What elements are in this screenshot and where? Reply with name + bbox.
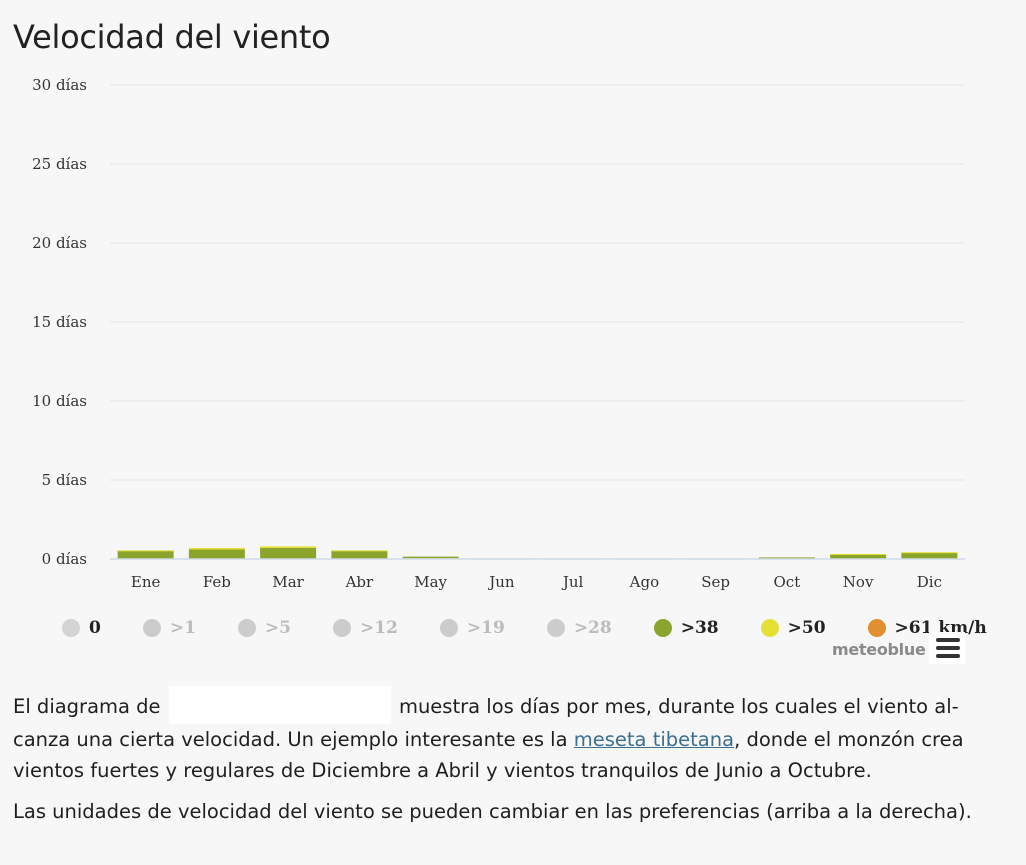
tibetan-plateau-link[interactable]: meseta tibetana bbox=[573, 728, 735, 751]
y-tick-label: 15 días bbox=[32, 313, 87, 331]
y-tick-label: 0 días bbox=[42, 550, 87, 568]
legend-dot-icon bbox=[760, 619, 779, 637]
legend-item[interactable]: 0 bbox=[62, 618, 101, 638]
meteoblue-credit: meteoblue bbox=[832, 640, 926, 659]
x-tick-label: Jun bbox=[487, 573, 515, 591]
legend-label: >5 bbox=[264, 618, 291, 638]
x-axis-labels: Ene Feb Mar Abr May Jun Jul Ago Sep Oct Nov Dic bbox=[131, 573, 942, 591]
x-tick-label: May bbox=[414, 573, 447, 591]
bar-may[interactable] bbox=[402, 556, 459, 559]
y-tick-label: 20 días bbox=[32, 234, 87, 252]
legend-label: >19 bbox=[466, 618, 505, 638]
legend-dot-icon bbox=[142, 619, 161, 637]
bar-feb[interactable] bbox=[188, 547, 245, 550]
legend-item[interactable]: >12 bbox=[333, 618, 398, 638]
x-tick-label: Ene bbox=[131, 573, 161, 591]
bar-mar[interactable] bbox=[260, 547, 317, 559]
legend-label: >28 bbox=[573, 618, 612, 638]
legend-item[interactable]: >50 bbox=[760, 618, 826, 638]
legend-label: >38 bbox=[680, 618, 719, 638]
legend-dot-icon bbox=[439, 619, 458, 637]
legend-label: >50 bbox=[787, 618, 826, 638]
legend-label: 0 bbox=[89, 618, 101, 638]
legend-label: >12 bbox=[360, 618, 398, 638]
x-tick-label: Oct bbox=[774, 573, 801, 591]
units-note-paragraph: Las unidades de velocidad del viento se … bbox=[13, 800, 972, 823]
bar-nov[interactable] bbox=[830, 553, 887, 555]
legend-dot-icon bbox=[62, 619, 80, 637]
legend-item[interactable]: >28 bbox=[546, 618, 612, 638]
x-tick-label: Ago bbox=[629, 573, 659, 591]
legend-item[interactable]: >19 bbox=[439, 618, 505, 638]
legend-dot-icon bbox=[333, 619, 351, 637]
x-tick-label: Nov bbox=[843, 573, 874, 591]
legend-dot-icon bbox=[867, 619, 886, 637]
wind-speed-chart: 0 días 5 días 10 días 15 días 20 días 25 días… bbox=[32, 76, 965, 591]
x-tick-label: Jul bbox=[561, 573, 584, 591]
x-tick-label: Sep bbox=[701, 573, 730, 591]
description-start: El diagrama de bbox=[13, 695, 161, 718]
y-tick-label: 30 días bbox=[32, 76, 87, 94]
bar-abr[interactable] bbox=[331, 550, 388, 552]
bar-mar[interactable] bbox=[260, 546, 317, 548]
y-tick-label: 5 días bbox=[42, 471, 87, 489]
legend-item[interactable]: >5 bbox=[237, 618, 291, 638]
x-tick-label: Dic bbox=[917, 573, 942, 591]
redacted-location bbox=[168, 686, 391, 724]
x-tick-label: Feb bbox=[203, 573, 231, 591]
description-middle: muestra los días por mes, durante los cu… bbox=[13, 695, 959, 751]
legend-item[interactable]: >61 km/h bbox=[867, 618, 987, 638]
y-tick-label: 25 días bbox=[32, 155, 87, 173]
grid-lines bbox=[110, 84, 965, 481]
bar-dic[interactable] bbox=[901, 552, 958, 554]
y-axis-labels: 0 días 5 días 10 días 15 días 20 días 25 días… bbox=[32, 76, 87, 568]
description-end: , donde el monzón crea vientos fuertes y… bbox=[13, 728, 964, 782]
bars bbox=[117, 546, 958, 560]
menu-icon[interactable] bbox=[929, 632, 965, 664]
bar-nov[interactable] bbox=[830, 554, 887, 559]
legend-dot-icon bbox=[653, 619, 672, 637]
bar-ene[interactable] bbox=[117, 550, 174, 552]
x-tick-label: Abr bbox=[345, 573, 374, 591]
bar-feb[interactable] bbox=[188, 549, 245, 559]
bar-oct[interactable] bbox=[758, 557, 815, 559]
legend: 0 >1 >5 >12 >19 >28 >38 >50 >61 km/h bbox=[62, 618, 987, 638]
bar-abr[interactable] bbox=[331, 551, 388, 559]
bar-ene[interactable] bbox=[117, 551, 174, 559]
legend-dot-icon bbox=[546, 619, 565, 637]
legend-label: >1 bbox=[169, 618, 196, 638]
legend-item[interactable]: >38 bbox=[653, 618, 719, 638]
bar-dic[interactable] bbox=[901, 552, 958, 559]
description-paragraph: El diagrama de muestra los días por mes,… bbox=[13, 686, 1003, 786]
y-tick-label: 10 días bbox=[32, 392, 87, 410]
page-title: Velocidad del viento bbox=[13, 18, 331, 56]
legend-item[interactable]: >1 bbox=[142, 618, 196, 638]
legend-dot-icon bbox=[237, 619, 256, 637]
x-tick-label: Mar bbox=[272, 573, 304, 591]
